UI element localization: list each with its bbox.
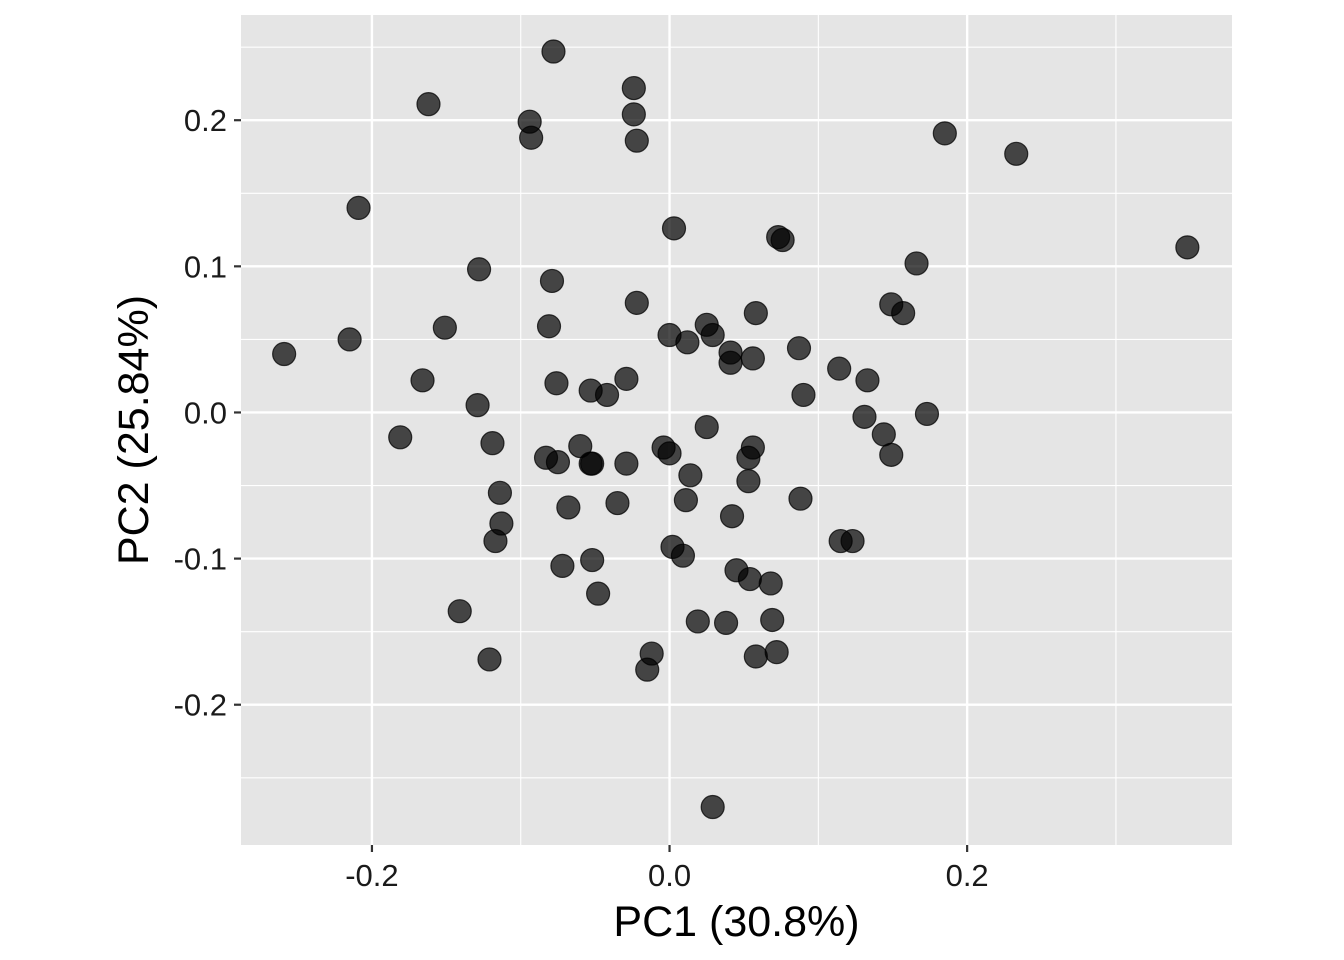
data-point — [594, 382, 620, 408]
data-point — [539, 268, 565, 294]
data-point — [855, 368, 880, 393]
data-point — [852, 404, 877, 429]
plot-panel — [241, 15, 1232, 845]
data-point — [388, 425, 413, 450]
data-point — [670, 543, 696, 568]
data-point — [605, 490, 630, 516]
y-axis-ticks: -0.2 -0.1 0.0 0.1 0.2 — [174, 103, 241, 723]
data-point — [614, 451, 639, 476]
data-point — [932, 121, 957, 146]
x-tick-label: -0.2 — [345, 858, 398, 893]
data-point — [1004, 141, 1029, 166]
data-point — [545, 450, 571, 475]
y-tick-label: -0.1 — [174, 542, 227, 577]
data-point — [466, 257, 492, 282]
data-point — [635, 657, 660, 682]
x-tick-label: 0.0 — [648, 858, 691, 893]
data-point — [483, 528, 508, 554]
data-point — [786, 336, 812, 361]
data-point — [580, 451, 605, 476]
data-point — [879, 442, 904, 467]
y-tick-label: -0.2 — [174, 688, 227, 723]
y-tick-label: 0.1 — [184, 249, 227, 284]
data-point — [685, 609, 710, 634]
data-point — [871, 422, 896, 447]
data-point — [657, 441, 682, 466]
data-point — [416, 92, 441, 117]
data-point — [541, 39, 566, 64]
data-point — [736, 445, 761, 470]
data-point — [480, 431, 505, 456]
data-point — [580, 547, 605, 573]
data-point — [614, 366, 639, 391]
data-point — [1175, 235, 1200, 260]
data-point — [743, 644, 768, 669]
data-point — [770, 227, 795, 253]
data-point — [550, 553, 575, 578]
data-point — [758, 571, 783, 596]
data-point — [586, 581, 611, 606]
data-point — [743, 300, 768, 326]
data-point — [737, 566, 762, 592]
data-point — [519, 125, 544, 150]
data-point — [477, 647, 502, 672]
data-point — [914, 401, 940, 427]
data-point — [536, 314, 562, 339]
data-point — [718, 350, 743, 375]
data-point — [544, 371, 569, 396]
data-point — [700, 794, 725, 820]
data-point — [621, 102, 646, 127]
data-point — [624, 290, 649, 315]
data-point — [447, 599, 472, 624]
data-point — [764, 640, 789, 665]
data-point — [904, 251, 929, 276]
data-point — [432, 315, 457, 340]
data-points — [272, 39, 1200, 820]
x-axis-title: PC1 (30.8%) — [613, 898, 859, 946]
data-point — [673, 488, 699, 513]
data-point — [678, 463, 703, 488]
data-point — [487, 480, 513, 505]
data-point — [736, 469, 761, 494]
data-point — [675, 330, 700, 355]
data-point — [346, 195, 371, 220]
data-point — [337, 327, 362, 352]
data-point — [700, 322, 725, 348]
data-point — [272, 341, 297, 367]
data-point — [740, 346, 765, 371]
data-point — [621, 75, 646, 101]
data-point — [760, 607, 785, 633]
data-point — [719, 504, 745, 529]
data-point — [827, 356, 852, 381]
x-tick-label: 0.2 — [946, 858, 989, 893]
data-point — [556, 495, 581, 520]
x-axis-ticks: -0.2 0.0 0.2 — [345, 845, 989, 893]
y-tick-label: 0.2 — [184, 103, 227, 138]
data-point — [891, 300, 916, 326]
data-point — [713, 610, 739, 635]
data-point — [840, 528, 865, 554]
data-point — [788, 486, 813, 511]
data-point — [410, 368, 435, 393]
data-point — [624, 128, 649, 153]
y-tick-label: 0.0 — [184, 395, 227, 430]
data-point — [791, 382, 816, 408]
data-point — [694, 414, 719, 440]
minor-gridlines — [241, 15, 1232, 845]
y-axis-title: PC2 (25.84%) — [110, 295, 158, 565]
data-point — [661, 216, 687, 241]
data-point — [465, 393, 490, 418]
